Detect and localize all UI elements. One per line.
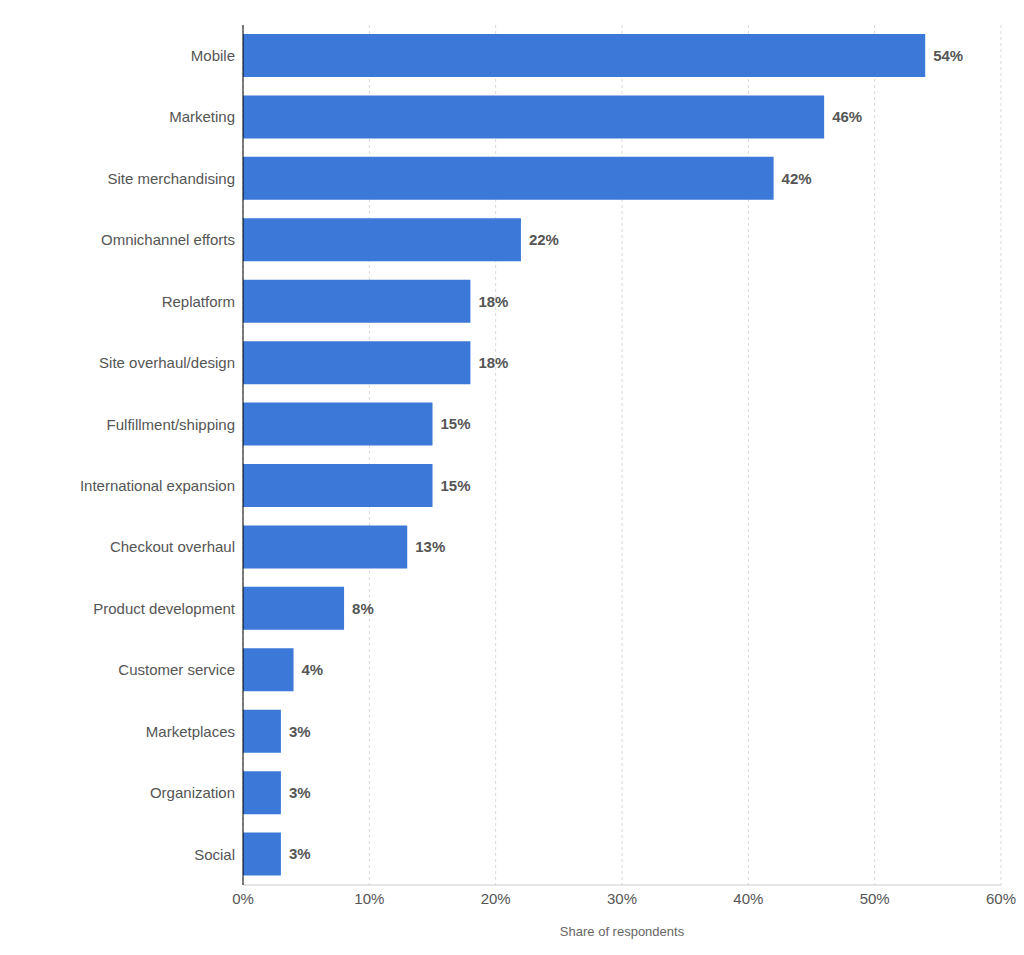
svg-text:3%: 3% bbox=[289, 784, 311, 801]
svg-text:Replatform: Replatform bbox=[162, 293, 235, 310]
svg-text:International expansion: International expansion bbox=[80, 477, 235, 494]
svg-text:54%: 54% bbox=[933, 47, 963, 64]
svg-text:Marketing: Marketing bbox=[169, 108, 235, 125]
svg-text:18%: 18% bbox=[478, 354, 508, 371]
svg-text:4%: 4% bbox=[302, 661, 324, 678]
svg-text:42%: 42% bbox=[782, 170, 812, 187]
svg-text:Organization: Organization bbox=[150, 784, 235, 801]
svg-text:Marketplaces: Marketplaces bbox=[146, 723, 235, 740]
svg-text:15%: 15% bbox=[441, 477, 471, 494]
svg-text:Site overhaul/design: Site overhaul/design bbox=[99, 354, 235, 371]
svg-text:8%: 8% bbox=[352, 600, 374, 617]
svg-text:3%: 3% bbox=[289, 845, 311, 862]
svg-text:13%: 13% bbox=[415, 538, 445, 555]
svg-text:Checkout overhaul: Checkout overhaul bbox=[110, 538, 235, 555]
svg-text:0%: 0% bbox=[232, 890, 254, 907]
svg-text:20%: 20% bbox=[481, 890, 511, 907]
svg-text:40%: 40% bbox=[733, 890, 763, 907]
svg-text:18%: 18% bbox=[478, 293, 508, 310]
svg-text:22%: 22% bbox=[529, 231, 559, 248]
svg-text:Social: Social bbox=[194, 846, 235, 863]
svg-text:Product development: Product development bbox=[93, 600, 236, 617]
svg-text:30%: 30% bbox=[607, 890, 637, 907]
svg-text:60%: 60% bbox=[986, 890, 1016, 907]
svg-text:Customer service: Customer service bbox=[118, 661, 235, 678]
svg-text:Site merchandising: Site merchandising bbox=[107, 170, 235, 187]
svg-text:46%: 46% bbox=[832, 108, 862, 125]
svg-text:15%: 15% bbox=[441, 415, 471, 432]
svg-text:Share of respondents: Share of respondents bbox=[560, 924, 685, 939]
svg-text:50%: 50% bbox=[860, 890, 890, 907]
svg-text:10%: 10% bbox=[354, 890, 384, 907]
svg-text:Fulfillment/shipping: Fulfillment/shipping bbox=[107, 416, 235, 433]
svg-text:Omnichannel efforts: Omnichannel efforts bbox=[101, 231, 235, 248]
svg-text:Mobile: Mobile bbox=[191, 47, 235, 64]
svg-text:3%: 3% bbox=[289, 723, 311, 740]
